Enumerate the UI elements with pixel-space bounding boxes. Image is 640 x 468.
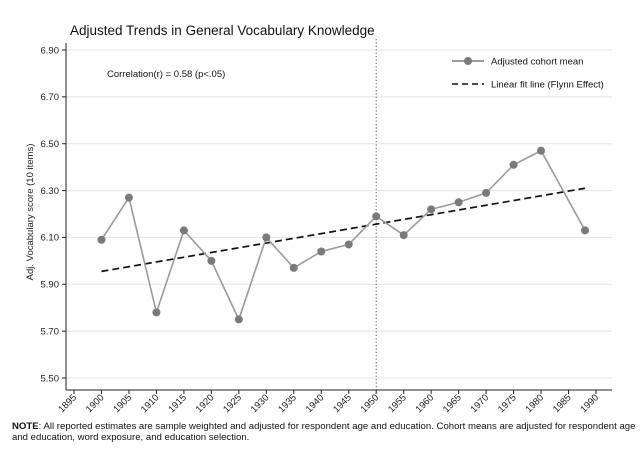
fit-line-group [101, 187, 586, 273]
x-tick-label: 1915 [166, 392, 189, 415]
x-tick-label: 1990 [578, 392, 601, 415]
footnote-label: NOTE [12, 421, 39, 432]
footnote-text: : All reported estimates are sample weig… [12, 421, 636, 443]
cohort-point [372, 212, 381, 221]
x-tick-label: 1945 [331, 392, 354, 415]
x-tick-label: 1955 [386, 392, 409, 415]
chart: Adjusted Trends in General Vocabulary Kn… [25, 23, 612, 415]
chart-title: Adjusted Trends in General Vocabulary Kn… [70, 23, 375, 38]
cohort-line [100, 149, 586, 322]
legend: Adjusted cohort mean Linear fit line (Fl… [452, 57, 604, 91]
cohort-point [179, 226, 188, 235]
y-axis-label: Adj. Vocabulary score (10 items) [25, 144, 36, 281]
legend-label-cohort: Adjusted cohort mean [491, 57, 583, 68]
correlation-annotation: Correlation(r) = 0.58 (p<.05) [107, 69, 225, 80]
x-tick-label: 1975 [496, 392, 519, 415]
y-tick-label: 6.30 [41, 186, 60, 197]
cohort-point [454, 198, 463, 207]
x-tick-label: 1920 [194, 392, 217, 415]
x-tick-labels: 1895 1900 1905 1910 1915 1920 1925 1930 1935 1940… [56, 390, 601, 415]
x-tick-label: 1925 [221, 392, 244, 415]
x-tick-label: 1960 [414, 392, 437, 415]
x-tick-label: 1905 [111, 392, 134, 415]
y-tick-label: 6.50 [41, 139, 60, 150]
y-tick-label: 5.70 [41, 326, 60, 337]
axes [65, 43, 612, 391]
y-tick-label: 6.70 [41, 92, 60, 103]
x-tick-label: 1910 [139, 392, 162, 415]
x-tick-label: 1980 [523, 392, 546, 415]
legend-label-fit: Linear fit line (Flynn Effect) [491, 80, 604, 91]
fit-line [101, 187, 586, 273]
y-tick-label: 5.90 [41, 280, 60, 291]
cohort-point [482, 188, 491, 197]
x-tick-label: 1895 [56, 392, 79, 415]
cohort-point [289, 263, 298, 272]
cohort-point [509, 160, 518, 169]
cohort-point [427, 205, 436, 214]
grid-lines [66, 49, 612, 379]
cohort-point [317, 247, 326, 256]
x-tick-label: 1930 [249, 392, 272, 415]
x-tick-label: 1950 [359, 392, 382, 415]
series-group [97, 146, 590, 324]
x-tick-label: 1985 [551, 392, 574, 415]
cohort-point [97, 235, 106, 244]
x-tick-label: 1970 [468, 392, 491, 415]
x-tick-label: 1965 [441, 392, 464, 415]
y-tick-label: 6.10 [41, 233, 60, 244]
cohort-point [207, 256, 216, 265]
cohort-point [399, 231, 408, 240]
x-tick-label: 1935 [276, 392, 299, 415]
cohort-point [234, 315, 243, 324]
footnote: NOTE: All reported estimates are sample … [12, 421, 636, 443]
cohort-point [344, 240, 353, 249]
y-tick-labels: 5.50 5.70 5.90 6.10 6.30 6.50 6.70 6.90 [41, 45, 66, 384]
x-tick-label: 1940 [304, 392, 327, 415]
cohort-point [581, 226, 590, 235]
y-tick-label: 6.90 [41, 45, 60, 56]
y-tick-label: 5.50 [41, 373, 60, 384]
cohort-point [537, 146, 546, 155]
cohort-point [262, 233, 271, 242]
cohort-point [124, 193, 133, 202]
cohort-point [152, 308, 161, 317]
legend-swatch-cohort-marker [464, 57, 472, 65]
x-tick-label: 1900 [84, 392, 107, 415]
